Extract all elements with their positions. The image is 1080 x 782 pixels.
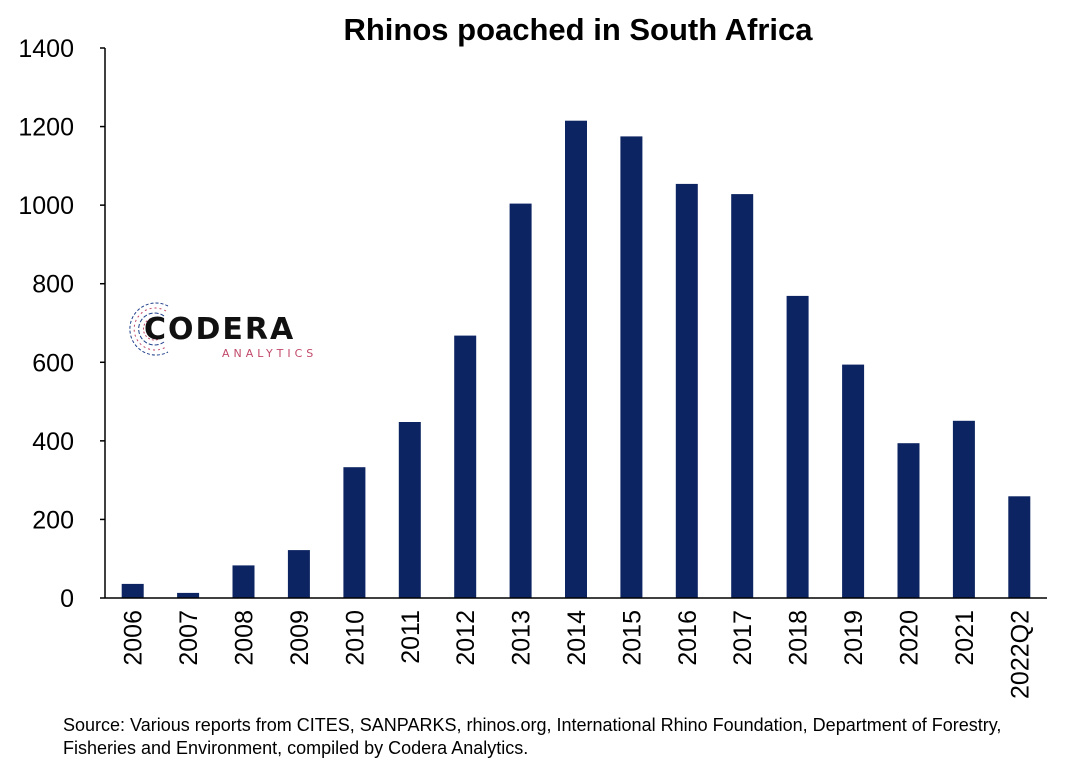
x-tick-label: 2015 xyxy=(618,610,646,666)
x-tick-label: 2022Q2 xyxy=(1006,610,1034,699)
bar-2012 xyxy=(454,335,477,598)
x-tick-label: 2013 xyxy=(508,610,536,666)
y-tick-label: 400 xyxy=(32,428,74,456)
bar-2014 xyxy=(565,120,587,598)
bar-2021 xyxy=(952,420,975,598)
y-tick-label: 600 xyxy=(32,349,74,377)
bars xyxy=(121,120,1031,599)
bar-2007 xyxy=(177,592,200,598)
x-tick-label: 2007 xyxy=(175,610,203,666)
x-tick-label: 2019 xyxy=(840,610,868,666)
x-axis: 2006 2007 2008 2009 2010 2011 2012 2013 2014 2015… xyxy=(105,597,1047,699)
bar-2016 xyxy=(675,183,698,598)
x-tick-label: 2008 xyxy=(231,610,259,666)
y-tick-label: 800 xyxy=(32,271,74,299)
bar-2013 xyxy=(509,203,532,598)
x-tick-label: 2017 xyxy=(729,610,757,666)
bar-2008 xyxy=(232,565,255,598)
x-tick-label: 2006 xyxy=(120,610,148,666)
y-tick-label: 1400 xyxy=(18,35,74,63)
x-tick-label: 2021 xyxy=(951,610,979,666)
y-axis: 0 200 400 600 800 1000 1200 1400 xyxy=(18,35,106,613)
bar-2006 xyxy=(121,583,144,598)
x-tick-label: 2010 xyxy=(341,610,369,666)
y-tick-label: 1200 xyxy=(18,114,74,142)
codera-logo: CODERA ANALYTICS xyxy=(128,298,338,364)
x-tick-label: 2018 xyxy=(785,610,813,666)
bar-2022Q2 xyxy=(1008,496,1031,599)
bar-2015 xyxy=(620,136,643,598)
bar-2019 xyxy=(842,364,865,598)
bar-2018 xyxy=(786,295,809,598)
chart-title: Rhinos poached in South Africa xyxy=(343,12,813,47)
y-tick-label: 200 xyxy=(32,506,74,534)
x-tick-label: 2014 xyxy=(563,610,591,666)
x-tick-label: 2011 xyxy=(397,610,425,664)
x-tick-label: 2016 xyxy=(674,610,702,666)
bar-2010 xyxy=(343,467,366,598)
logo-circuit-mark xyxy=(129,302,169,356)
bar-2009 xyxy=(287,550,310,598)
x-tick-label: 2009 xyxy=(286,610,314,666)
y-tick-label: 0 xyxy=(60,585,74,613)
x-tick-label: 2020 xyxy=(896,610,924,666)
y-tick-label: 1000 xyxy=(18,192,74,220)
x-tick-label: 2012 xyxy=(452,610,480,666)
bar-2017 xyxy=(731,194,754,598)
logo-wordmark: CODERA xyxy=(144,312,296,347)
bar-2011 xyxy=(398,422,421,598)
source-note: Source: Various reports from CITES, SANP… xyxy=(63,715,1002,758)
logo-tagline: ANALYTICS xyxy=(222,347,318,360)
bar-2020 xyxy=(897,443,920,598)
